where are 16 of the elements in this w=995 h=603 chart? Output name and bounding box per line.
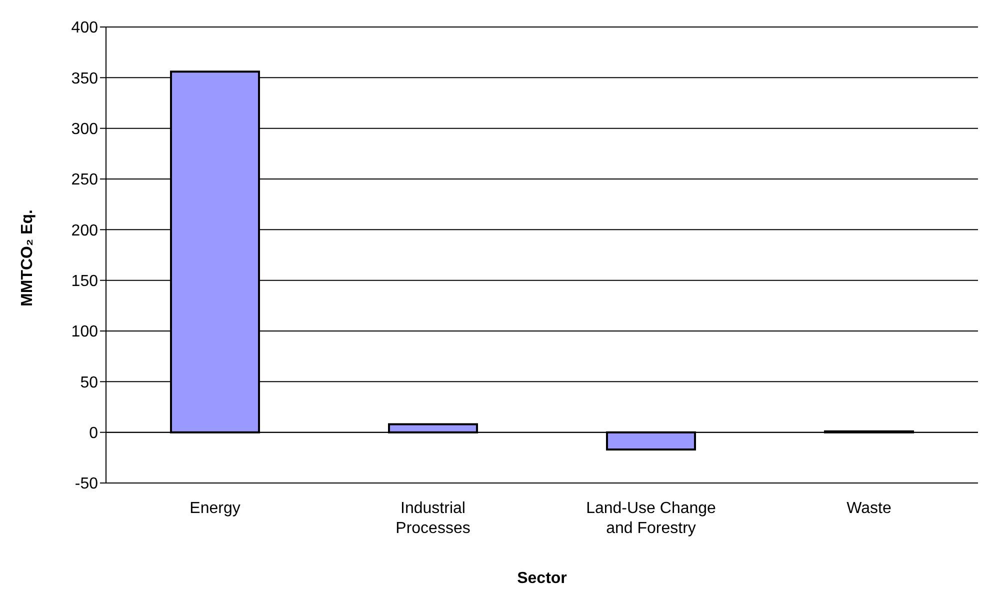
x-tick-label: Waste: [846, 500, 892, 517]
y-axis-title: MMTCO₂ Eq.: [19, 210, 36, 306]
y-tick-label: 400: [71, 20, 98, 37]
y-tick-label: 200: [71, 222, 98, 240]
x-tick-label: Land-Use Change and Forestry: [586, 500, 716, 537]
y-tick-label: 300: [71, 121, 98, 138]
x-tick-label: Industrial Processes: [396, 500, 470, 537]
y-tick-label: -50: [74, 476, 98, 493]
y-tick-label: 350: [71, 70, 98, 88]
y-tick-label: 50: [80, 374, 98, 392]
x-tick-label: Energy: [190, 500, 240, 517]
y-tick-label: 100: [71, 324, 98, 341]
x-axis-title: Sector: [517, 570, 567, 587]
y-tick-label: 0: [89, 425, 98, 442]
y-tick-label: 250: [71, 172, 98, 189]
y-tick-label: 150: [71, 273, 98, 290]
